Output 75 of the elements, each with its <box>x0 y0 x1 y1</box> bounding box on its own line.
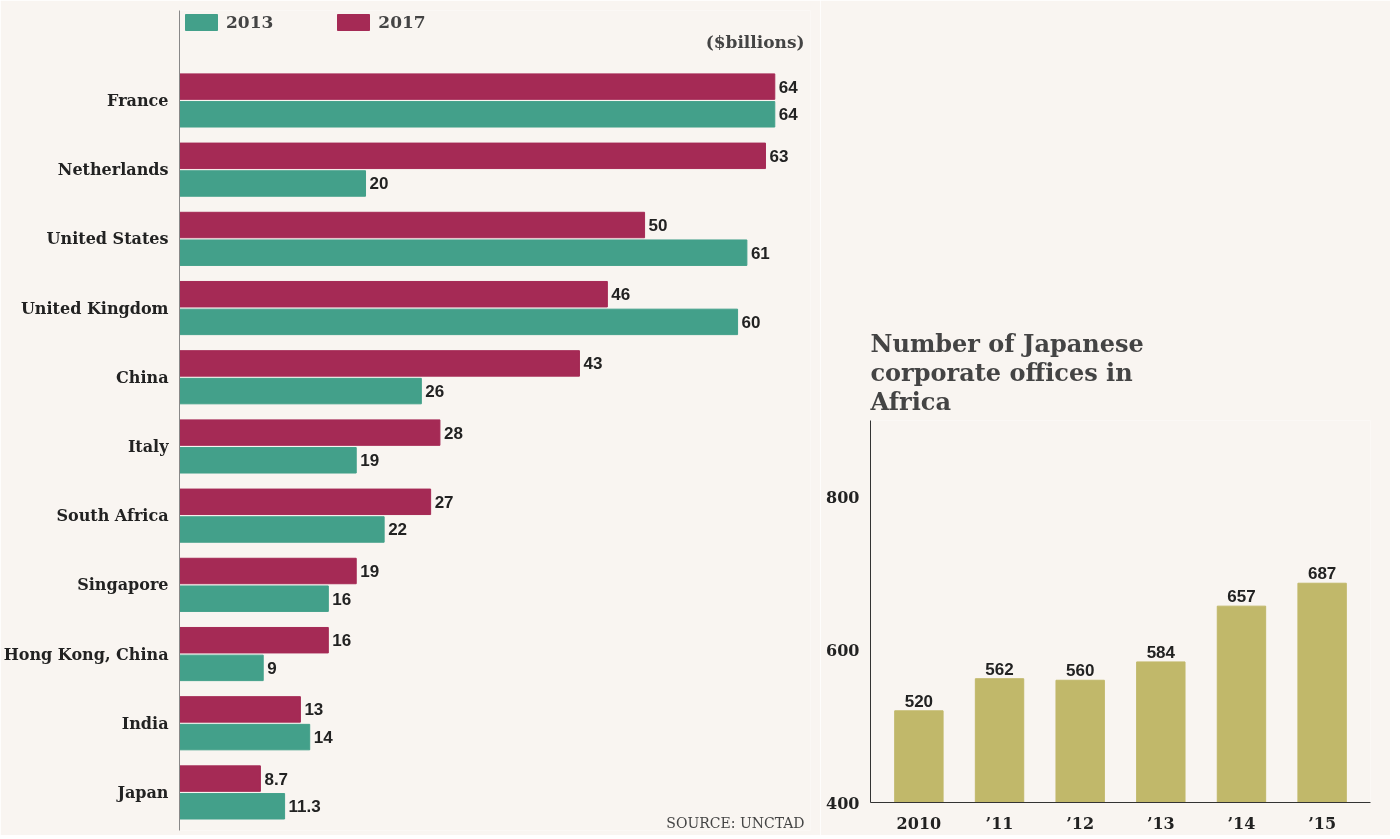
y-tick-label: Netherlands <box>57 160 169 180</box>
chart-title: Number of Japanese corporate offices in Africa <box>869 328 1144 416</box>
bar <box>179 350 580 377</box>
bar <box>179 488 432 516</box>
bar <box>179 723 311 751</box>
bar <box>179 170 367 197</box>
bar <box>179 585 329 612</box>
data-label: 687 <box>1307 564 1337 584</box>
y-tick-label: United Kingdom <box>20 298 169 318</box>
data-label: 22 <box>388 520 408 540</box>
data-label: 43 <box>583 354 603 374</box>
bar <box>179 654 264 682</box>
x-tick-label: ’13 <box>1146 813 1175 833</box>
data-label: 584 <box>1146 642 1176 662</box>
bar <box>179 101 776 128</box>
data-label: 50 <box>648 216 668 236</box>
data-label: 19 <box>360 451 380 471</box>
data-label: 26 <box>425 382 445 402</box>
data-label: 19 <box>360 562 380 582</box>
bar <box>179 626 329 654</box>
bar <box>179 211 646 239</box>
y-tick-label: India <box>121 713 169 733</box>
y-tick-label: China <box>116 367 169 387</box>
data-label: 61 <box>750 243 770 263</box>
x-tick-label: ’14 <box>1227 813 1256 833</box>
data-label: 8.7 <box>264 769 289 789</box>
data-label: 9 <box>267 658 277 678</box>
x-tick-label: 2010 <box>896 813 942 833</box>
x-tick-label: ’11 <box>985 813 1014 833</box>
data-label: 28 <box>443 423 463 443</box>
bar <box>179 280 608 308</box>
data-label: 657 <box>1227 587 1256 607</box>
data-label: 27 <box>434 492 454 512</box>
y-tick-label: Japan <box>115 782 169 802</box>
data-label: 14 <box>313 728 334 748</box>
x-tick-label: ’12 <box>1066 813 1095 833</box>
data-label: 63 <box>769 146 789 166</box>
bar <box>179 793 286 820</box>
legend-label: 2017 <box>378 12 426 32</box>
data-label: 64 <box>778 105 799 125</box>
data-label: 13 <box>304 700 324 720</box>
data-label: 562 <box>985 659 1014 679</box>
y-tick-label: Hong Kong, China <box>3 644 169 664</box>
y-tick-label: France <box>107 90 169 110</box>
bar <box>179 516 385 543</box>
data-label: 20 <box>369 174 389 194</box>
bar <box>179 765 261 792</box>
data-label: 64 <box>778 77 799 97</box>
bar <box>179 73 776 100</box>
legend-label: 2013 <box>226 12 274 32</box>
bar <box>179 447 357 474</box>
y-tick-label: 600 <box>826 640 860 660</box>
bar <box>179 696 301 723</box>
y-tick-label: Singapore <box>77 575 169 595</box>
annotation: SOURCE: UNCTAD <box>666 814 805 831</box>
bar <box>179 239 748 266</box>
bar <box>179 557 357 585</box>
y-tick-label: 400 <box>826 793 860 813</box>
data-label: 60 <box>741 312 761 332</box>
data-label: 560 <box>1066 661 1095 681</box>
data-label: 46 <box>611 285 631 305</box>
bar <box>179 308 739 336</box>
y-tick-label: Italy <box>127 436 170 456</box>
bar <box>179 419 441 446</box>
y-tick-label: United States <box>46 229 169 249</box>
data-label: 11.3 <box>288 797 321 817</box>
data-label: 16 <box>332 631 352 651</box>
y-tick-label: 800 <box>826 487 860 507</box>
bar <box>179 142 766 170</box>
data-label: 520 <box>904 691 934 711</box>
annotation: ($billions) <box>705 32 805 53</box>
y-tick-label: South Africa <box>56 506 169 526</box>
bar <box>179 377 422 405</box>
data-label: 16 <box>332 589 352 609</box>
x-tick-label: ’15 <box>1308 813 1337 833</box>
